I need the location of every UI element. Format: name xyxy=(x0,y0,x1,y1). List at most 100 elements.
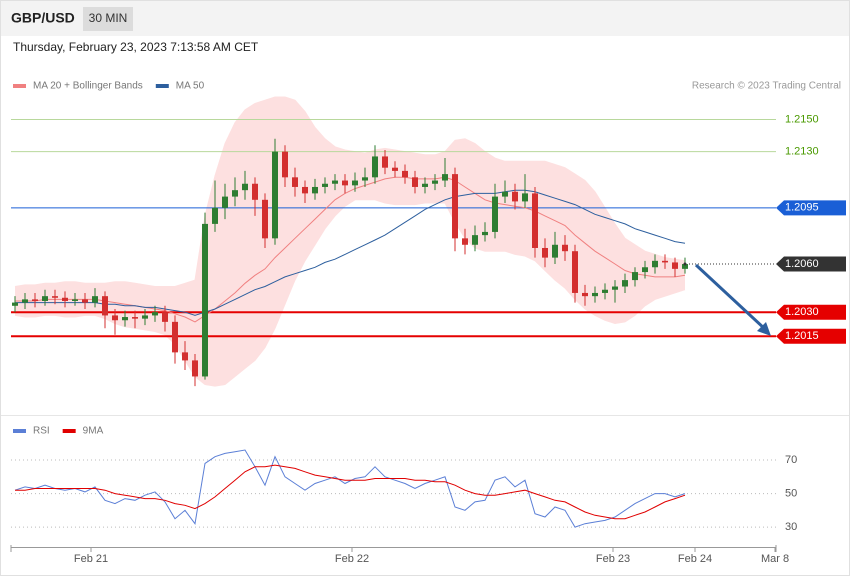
candle-body xyxy=(392,167,398,171)
level-label: 1.2060 xyxy=(785,258,819,270)
candle-body xyxy=(502,191,508,197)
candle-body xyxy=(592,292,598,297)
level-label: 1.2150 xyxy=(785,113,819,125)
candle-body xyxy=(652,260,658,268)
candle-body xyxy=(532,193,538,248)
candle-body xyxy=(522,193,528,202)
level-tag xyxy=(776,304,846,320)
candle-body xyxy=(52,296,58,298)
x-tick-label: Feb 22 xyxy=(335,553,369,565)
symbol: GBP/USD xyxy=(11,10,75,26)
candle-body xyxy=(562,244,568,252)
candle-body xyxy=(482,231,488,236)
candle-body xyxy=(152,312,158,316)
candle-body xyxy=(212,207,218,224)
candle-body xyxy=(92,296,98,303)
candle-body xyxy=(12,302,18,306)
candle-body xyxy=(82,299,88,303)
candle-body xyxy=(342,180,348,186)
y-tick-label: 70 xyxy=(785,454,797,466)
legend-swatch xyxy=(13,429,26,433)
x-tick-label: Mar 8 xyxy=(761,553,789,565)
legend-swatch xyxy=(62,429,76,433)
legend-label: RSI xyxy=(33,426,50,437)
candle-body xyxy=(282,151,288,178)
candle-body xyxy=(222,196,228,208)
candle-body xyxy=(232,190,238,197)
candle-body xyxy=(192,360,198,377)
interval-tab[interactable] xyxy=(83,7,133,31)
candle-body xyxy=(632,272,638,281)
candle-body xyxy=(22,299,28,303)
candle-body xyxy=(132,317,138,319)
candle-body xyxy=(622,280,628,287)
candle-body xyxy=(292,177,298,187)
candle-body xyxy=(182,352,188,361)
x-tick-label: Feb 21 xyxy=(74,553,108,565)
moving-average xyxy=(15,176,686,323)
candle-body xyxy=(462,238,468,245)
legend-label: MA 50 xyxy=(176,81,205,92)
candle-body xyxy=(672,262,678,269)
y-tick-label: 30 xyxy=(785,521,797,533)
candle-body xyxy=(442,174,448,181)
bollinger-lower xyxy=(14,199,686,387)
candle-body xyxy=(162,312,168,322)
legend-swatch xyxy=(155,84,169,88)
bollinger-band xyxy=(15,97,685,387)
x-tick-label: Feb 24 xyxy=(678,553,712,565)
candle-body xyxy=(472,235,478,245)
candle-body xyxy=(72,299,78,301)
candle-body xyxy=(682,264,688,269)
level-label: 1.2095 xyxy=(785,202,819,214)
header-bar xyxy=(1,1,849,36)
level-tag xyxy=(776,256,846,272)
interval[interactable]: 30 MIN xyxy=(89,11,128,25)
candle-body xyxy=(332,180,338,184)
legend-label: 9MA xyxy=(83,426,104,437)
candle-body xyxy=(382,156,388,168)
last-price-marker xyxy=(683,262,687,266)
source: Research © 2023 Trading Central xyxy=(692,81,841,92)
candle-body xyxy=(312,186,318,194)
candle-body xyxy=(102,296,108,316)
indicator-line xyxy=(15,464,686,520)
candle-body xyxy=(662,260,668,263)
candle-body xyxy=(372,156,378,178)
candle-body xyxy=(352,180,358,186)
candle-body xyxy=(362,177,368,181)
level-tag xyxy=(776,328,846,344)
y-tick-label: 50 xyxy=(785,487,797,499)
forecast-arrowhead xyxy=(757,322,771,336)
candle-body xyxy=(272,151,278,239)
candle-body xyxy=(582,292,588,297)
candle-body xyxy=(602,289,608,293)
candle-body xyxy=(322,183,328,187)
candle-body xyxy=(62,297,68,301)
candle-body xyxy=(252,183,258,200)
candle-body xyxy=(142,315,148,319)
candle-body xyxy=(302,186,308,194)
timestamp: Thursday, February 23, 2023 7:13:58 AM C… xyxy=(13,40,259,54)
candle-body xyxy=(432,180,438,184)
candle-body xyxy=(552,244,558,258)
candle-body xyxy=(32,299,38,301)
level-label: 1.2015 xyxy=(785,330,819,342)
forecast-arrow xyxy=(694,263,768,332)
candle-body xyxy=(492,196,498,232)
candle-body xyxy=(422,183,428,187)
legend-label: MA 20 + Bollinger Bands xyxy=(33,81,143,92)
level-label: 1.2130 xyxy=(785,146,819,158)
candle-body xyxy=(242,183,248,191)
indicator-line xyxy=(14,449,686,528)
candle-body xyxy=(262,199,268,239)
candle-body xyxy=(42,296,48,301)
candle-body xyxy=(412,177,418,187)
candle-body xyxy=(202,223,208,377)
candle-body xyxy=(542,247,548,258)
candle-body xyxy=(512,191,518,202)
candle-body xyxy=(122,317,128,321)
candle-body xyxy=(402,170,408,178)
candle-body xyxy=(452,174,458,239)
